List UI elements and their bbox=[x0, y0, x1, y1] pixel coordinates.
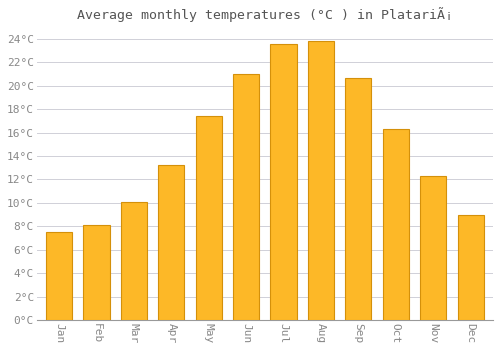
Title: Average monthly temperatures (°C ) in PlatariÃ¡: Average monthly temperatures (°C ) in Pl… bbox=[77, 7, 453, 22]
Bar bbox=[46, 232, 72, 320]
Bar bbox=[233, 74, 260, 320]
Bar bbox=[308, 41, 334, 320]
Bar bbox=[270, 44, 296, 320]
Bar bbox=[382, 129, 409, 320]
Bar bbox=[458, 215, 483, 320]
Bar bbox=[84, 225, 110, 320]
Bar bbox=[121, 202, 147, 320]
Bar bbox=[196, 116, 222, 320]
Bar bbox=[420, 176, 446, 320]
Bar bbox=[346, 78, 372, 320]
Bar bbox=[158, 166, 184, 320]
